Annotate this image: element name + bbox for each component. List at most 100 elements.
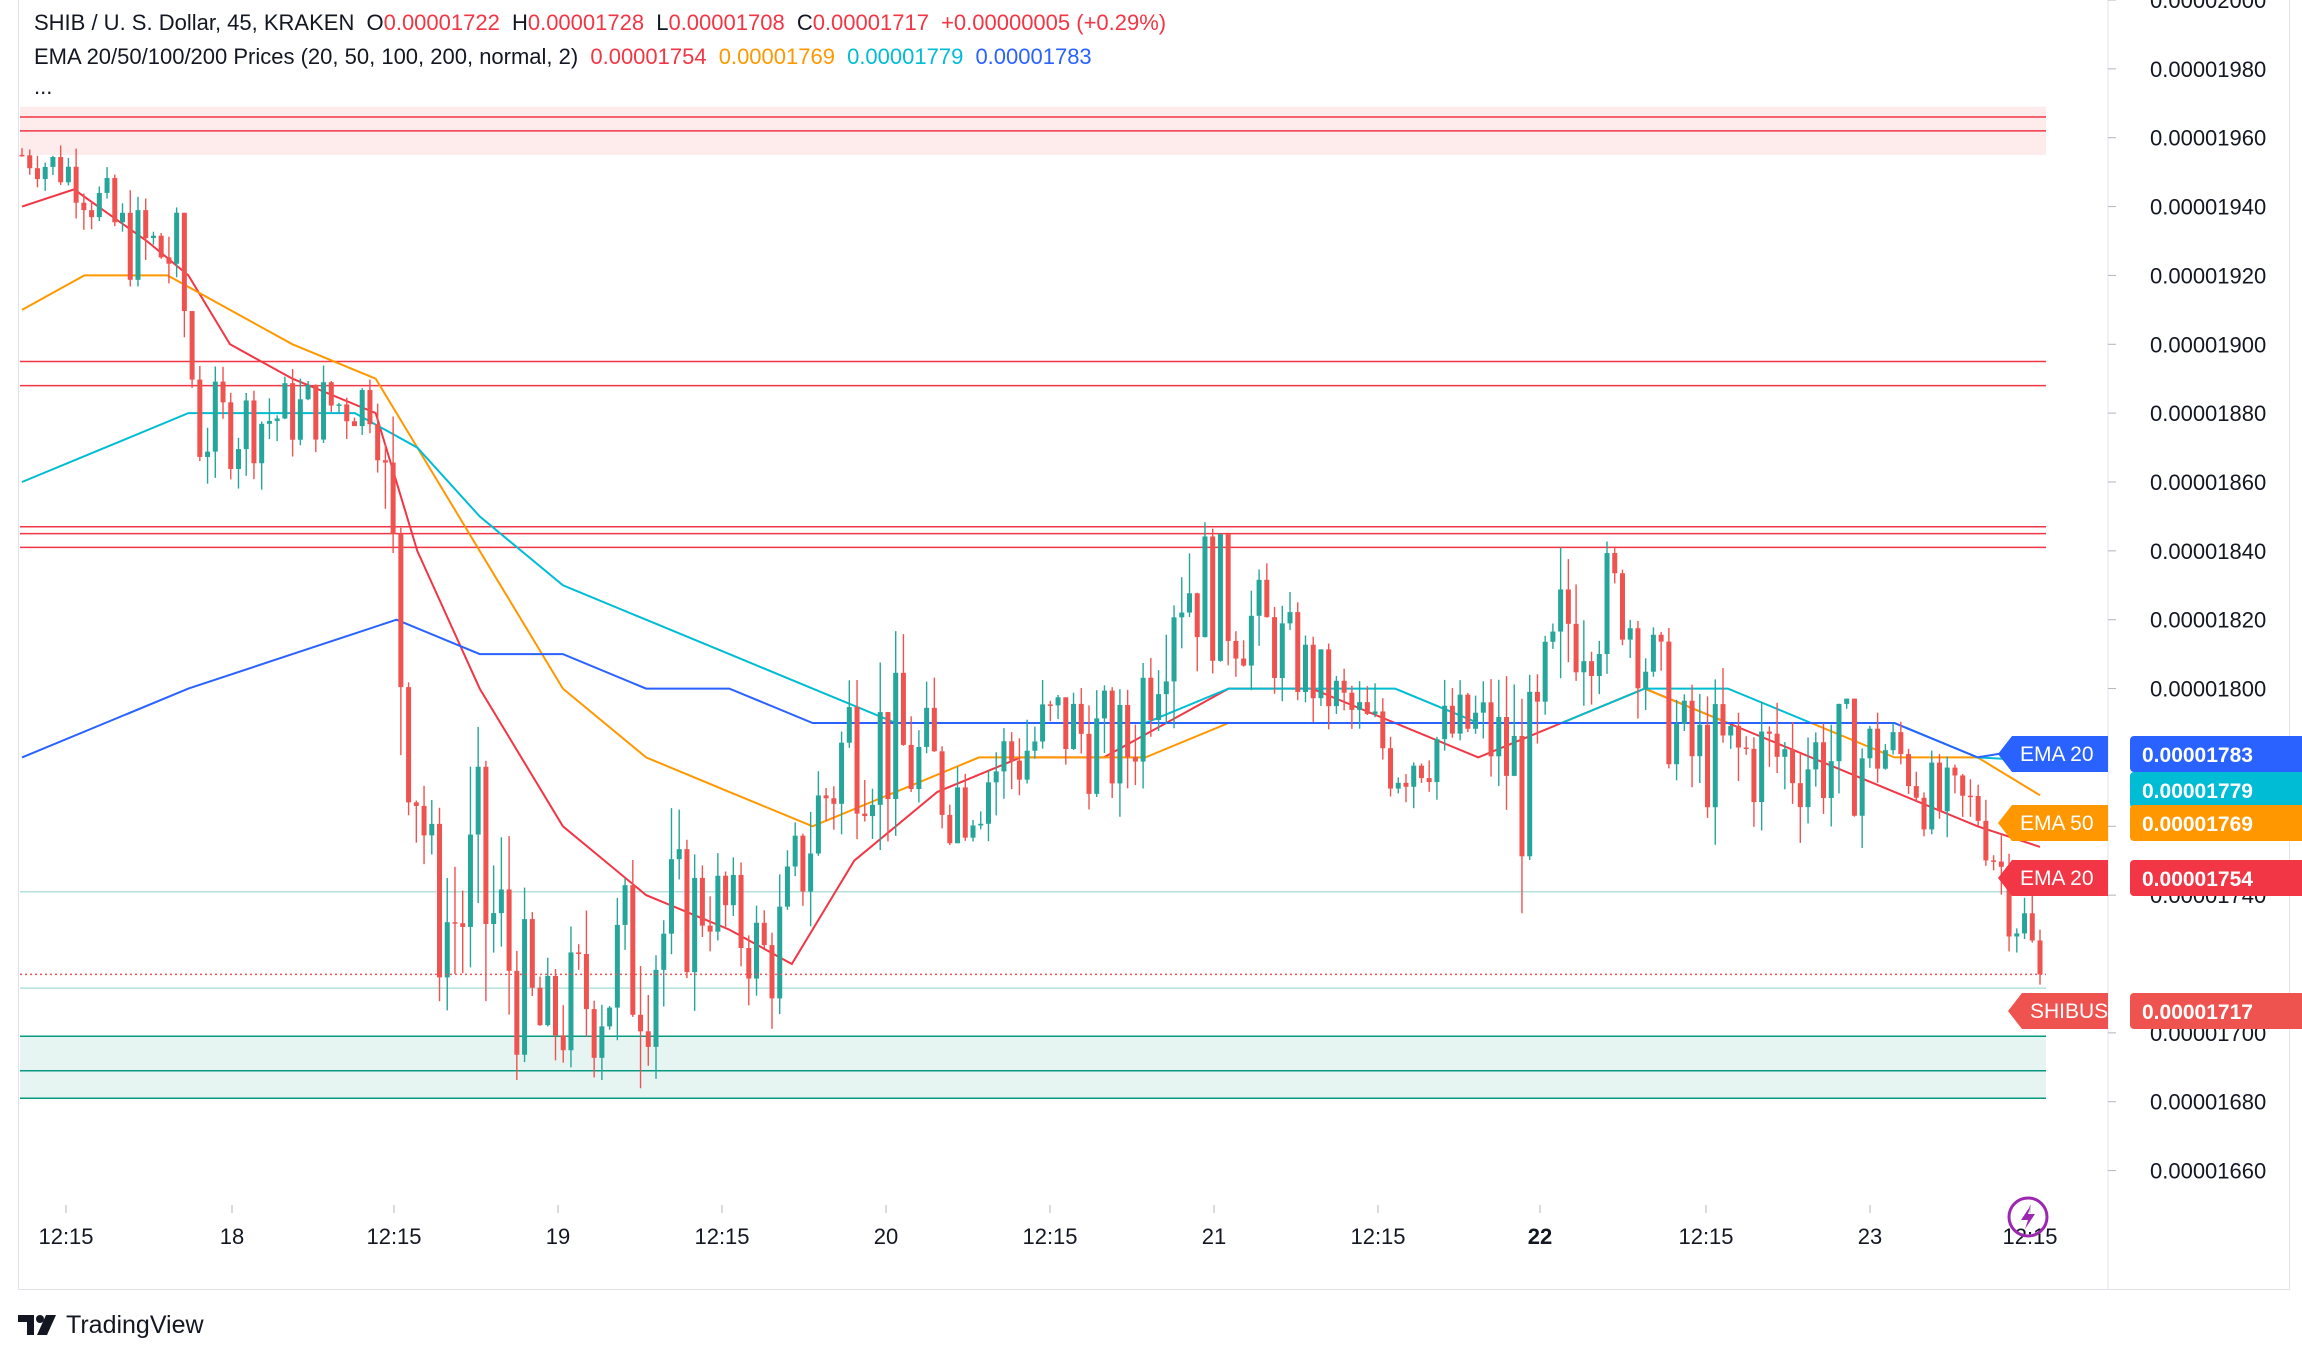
candle[interactable] <box>19 148 25 157</box>
candle[interactable] <box>1898 721 1904 765</box>
candle[interactable] <box>58 145 64 185</box>
candle[interactable] <box>1418 763 1424 784</box>
candle[interactable] <box>1372 683 1378 718</box>
candle[interactable] <box>1952 764 1958 794</box>
candle[interactable] <box>1194 592 1200 672</box>
candle[interactable] <box>1705 696 1711 818</box>
candle[interactable] <box>638 966 644 1089</box>
y-axis[interactable]: 0.00002000 0.00001980 0.00001960 0.00001940… <box>2107 0 2266 1290</box>
candle[interactable] <box>1009 732 1015 790</box>
candle[interactable] <box>81 193 87 230</box>
candle[interactable] <box>1318 649 1324 706</box>
candle[interactable] <box>1040 679 1046 749</box>
ema-title[interactable]: EMA 20/50/100/200 Prices (20, 50, 100, 2… <box>34 44 579 69</box>
candle[interactable] <box>1983 799 1989 866</box>
candle[interactable] <box>1867 725 1873 768</box>
candle[interactable] <box>313 384 319 453</box>
candle[interactable] <box>398 527 404 756</box>
candle[interactable] <box>676 809 682 880</box>
candle[interactable] <box>1635 620 1641 719</box>
candle[interactable] <box>1875 712 1881 783</box>
candle[interactable] <box>483 760 489 1002</box>
candle[interactable] <box>1310 636 1316 722</box>
candle[interactable] <box>1326 643 1332 730</box>
candle[interactable] <box>1171 605 1177 729</box>
candle[interactable] <box>1233 631 1239 677</box>
candle[interactable] <box>692 854 698 1011</box>
candle[interactable] <box>359 388 365 435</box>
candle[interactable] <box>1550 623 1556 649</box>
candle[interactable] <box>73 148 79 219</box>
candle[interactable] <box>1480 681 1486 739</box>
candle[interactable] <box>777 874 783 1015</box>
price-tag-last[interactable]: SHIBUSD 0.00001717 <box>2008 993 2302 1029</box>
candle[interactable] <box>166 236 172 284</box>
candle[interactable] <box>560 1005 566 1063</box>
candle[interactable] <box>50 155 56 175</box>
candle[interactable] <box>1751 737 1757 827</box>
candle[interactable] <box>328 381 334 412</box>
candle[interactable] <box>1527 674 1533 860</box>
candle[interactable] <box>112 174 118 227</box>
candle[interactable] <box>467 766 473 968</box>
candle[interactable] <box>1217 533 1223 662</box>
candle[interactable] <box>1001 728 1007 799</box>
candle[interactable] <box>552 968 558 1061</box>
candle[interactable] <box>1395 777 1401 794</box>
candle[interactable] <box>1929 750 1935 835</box>
candle[interactable] <box>1890 723 1896 755</box>
candle[interactable] <box>576 944 582 970</box>
candle[interactable] <box>1619 569 1625 646</box>
price-tag-ema50[interactable]: EMA 50 0.00001769 <box>1998 805 2302 841</box>
candle[interactable] <box>1627 619 1633 658</box>
candle[interactable] <box>1991 855 1997 871</box>
candle[interactable] <box>1728 724 1734 749</box>
candle[interactable] <box>65 157 71 186</box>
candle[interactable] <box>406 682 412 816</box>
candle[interactable] <box>607 1006 613 1030</box>
candle[interactable] <box>1364 686 1370 716</box>
candle[interactable] <box>1565 559 1571 663</box>
candle[interactable] <box>1156 670 1162 731</box>
candle[interactable] <box>630 860 636 1017</box>
candle[interactable] <box>1063 697 1069 765</box>
candle[interactable] <box>1766 726 1772 767</box>
candle[interactable] <box>1511 684 1517 777</box>
candle[interactable] <box>375 403 381 473</box>
candle[interactable] <box>2022 897 2028 940</box>
candle[interactable] <box>1078 688 1084 754</box>
candle[interactable] <box>259 421 265 490</box>
ema-line-ema-20[interactable] <box>21 188 2041 966</box>
candle[interactable] <box>1735 712 1741 781</box>
candle[interactable] <box>769 932 775 1029</box>
candle[interactable] <box>150 231 156 245</box>
candle[interactable] <box>645 994 651 1066</box>
candle[interactable] <box>1256 569 1262 646</box>
candle[interactable] <box>800 833 806 906</box>
candle[interactable] <box>1906 748 1912 794</box>
candle[interactable] <box>1998 835 2004 895</box>
ema-legend[interactable]: EMA 20/50/100/200 Prices (20, 50, 100, 2… <box>34 44 1098 70</box>
candle[interactable] <box>1357 681 1363 729</box>
candle[interactable] <box>1967 779 1973 817</box>
candles[interactable] <box>19 145 2043 1089</box>
candle[interactable] <box>1426 760 1432 792</box>
candle[interactable] <box>104 167 110 199</box>
candle[interactable] <box>297 378 303 446</box>
candle[interactable] <box>1921 792 1927 837</box>
candle[interactable] <box>1558 547 1564 679</box>
candle[interactable] <box>823 788 829 822</box>
candle[interactable] <box>815 771 821 856</box>
candle[interactable] <box>1163 634 1169 724</box>
candle[interactable] <box>1720 668 1726 743</box>
candle[interactable] <box>34 155 40 188</box>
candle[interactable] <box>970 819 976 842</box>
candle[interactable] <box>189 311 195 388</box>
candle[interactable] <box>1821 723 1827 814</box>
candle[interactable] <box>421 785 427 865</box>
candle[interactable] <box>738 862 744 967</box>
candle[interactable] <box>205 427 211 484</box>
candle[interactable] <box>1534 674 1540 744</box>
candle[interactable] <box>715 853 721 941</box>
brand-name[interactable]: TradingView <box>66 1310 204 1339</box>
